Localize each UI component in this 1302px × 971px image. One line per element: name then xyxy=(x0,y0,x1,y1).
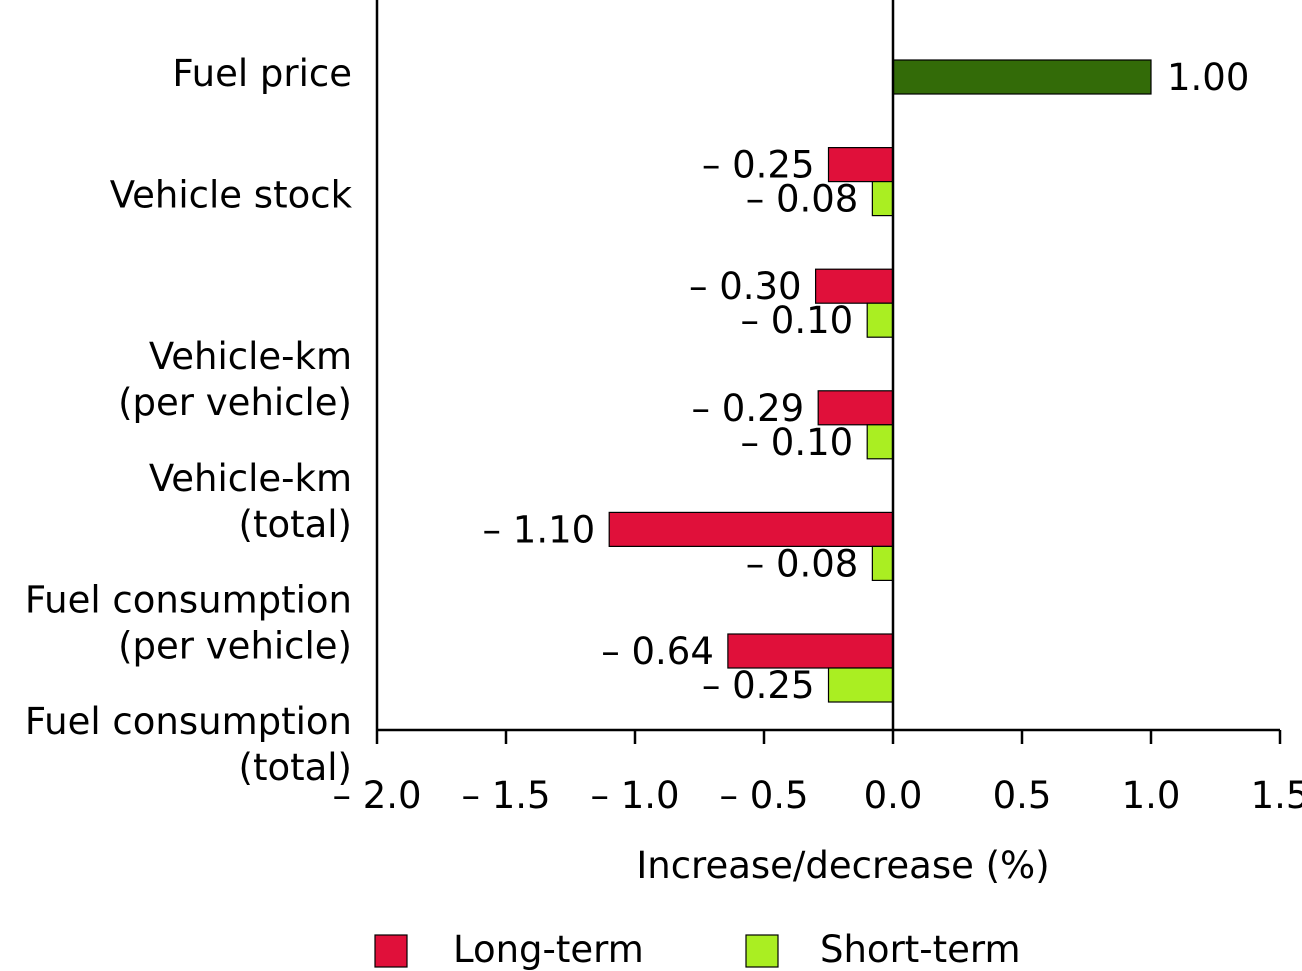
data-label-short-term-2: – 0.10 xyxy=(741,299,854,342)
x-tick-label: – 1.0 xyxy=(590,774,679,817)
x-tick-label: – 2.0 xyxy=(332,774,421,817)
category-label-5-1: (total) xyxy=(239,746,352,789)
bars-group xyxy=(608,59,1152,703)
bar-long-term-4 xyxy=(608,511,894,548)
x-ticks-group: – 2.0 – 1.5 – 1.0 – 0.5 0.0 0.5 1.0 1.5 xyxy=(332,730,1302,817)
legend-swatch-short-term xyxy=(745,934,779,968)
data-label-long-term-1: – 0.25 xyxy=(702,144,815,187)
category-label-4-1: (per vehicle) xyxy=(118,624,352,667)
x-tick-label: 0.0 xyxy=(864,774,923,817)
bar-short-term-1 xyxy=(871,181,894,217)
category-label-0-0: Fuel price xyxy=(172,52,352,95)
bar-short-term-4 xyxy=(871,545,894,582)
bar-long-term-0 xyxy=(892,59,1152,95)
legend-label-short-term: Short-term xyxy=(820,928,1021,971)
data-label-long-term-2: – 0.30 xyxy=(689,265,802,308)
data-label-short-term-4: – 0.08 xyxy=(746,542,859,585)
category-label-2-0: Vehicle-km xyxy=(149,335,352,378)
bar-short-term-5 xyxy=(827,667,894,703)
x-tick-label: 1.5 xyxy=(1251,774,1302,817)
bar-short-term-3 xyxy=(866,424,894,460)
legend-swatch-long-term xyxy=(374,934,408,968)
legend: Long-term Short-term xyxy=(374,928,1021,971)
data-label-long-term-4: – 1.10 xyxy=(483,508,596,551)
axes-group xyxy=(375,0,1280,732)
data-label-long-term-3: – 0.29 xyxy=(692,387,805,430)
data-label-long-term-5: – 0.64 xyxy=(601,630,714,673)
data-labels-group: 1.00– 0.25– 0.08– 0.30– 0.10– 0.29– 0.10… xyxy=(483,56,1250,707)
data-label-short-term-5: – 0.25 xyxy=(702,664,815,707)
category-label-3-0: Vehicle-km xyxy=(149,457,352,500)
legend-label-long-term: Long-term xyxy=(453,928,644,971)
bar-long-term-1 xyxy=(827,147,894,183)
category-label-2-1: (per vehicle) xyxy=(118,381,352,424)
bar-long-term-2 xyxy=(814,268,894,304)
bar-long-term-3 xyxy=(817,390,894,426)
data-label-0: 1.00 xyxy=(1167,56,1249,99)
category-label-3-1: (total) xyxy=(239,503,352,546)
bar-short-term-2 xyxy=(866,302,894,338)
x-tick-label: – 1.5 xyxy=(461,774,550,817)
bar-long-term-5 xyxy=(727,633,894,669)
data-label-short-term-1: – 0.08 xyxy=(746,178,859,221)
category-label-4-0: Fuel consumption xyxy=(25,578,352,621)
category-label-5-0: Fuel consumption xyxy=(25,700,352,743)
x-tick-label: – 0.5 xyxy=(719,774,808,817)
data-label-short-term-3: – 0.10 xyxy=(741,421,854,464)
x-axis-title: Increase/decrease (%) xyxy=(636,844,1049,887)
x-tick-label: 0.5 xyxy=(993,774,1052,817)
x-tick-label: 1.0 xyxy=(1122,774,1181,817)
category-label-1-0: Vehicle stock xyxy=(110,174,353,217)
